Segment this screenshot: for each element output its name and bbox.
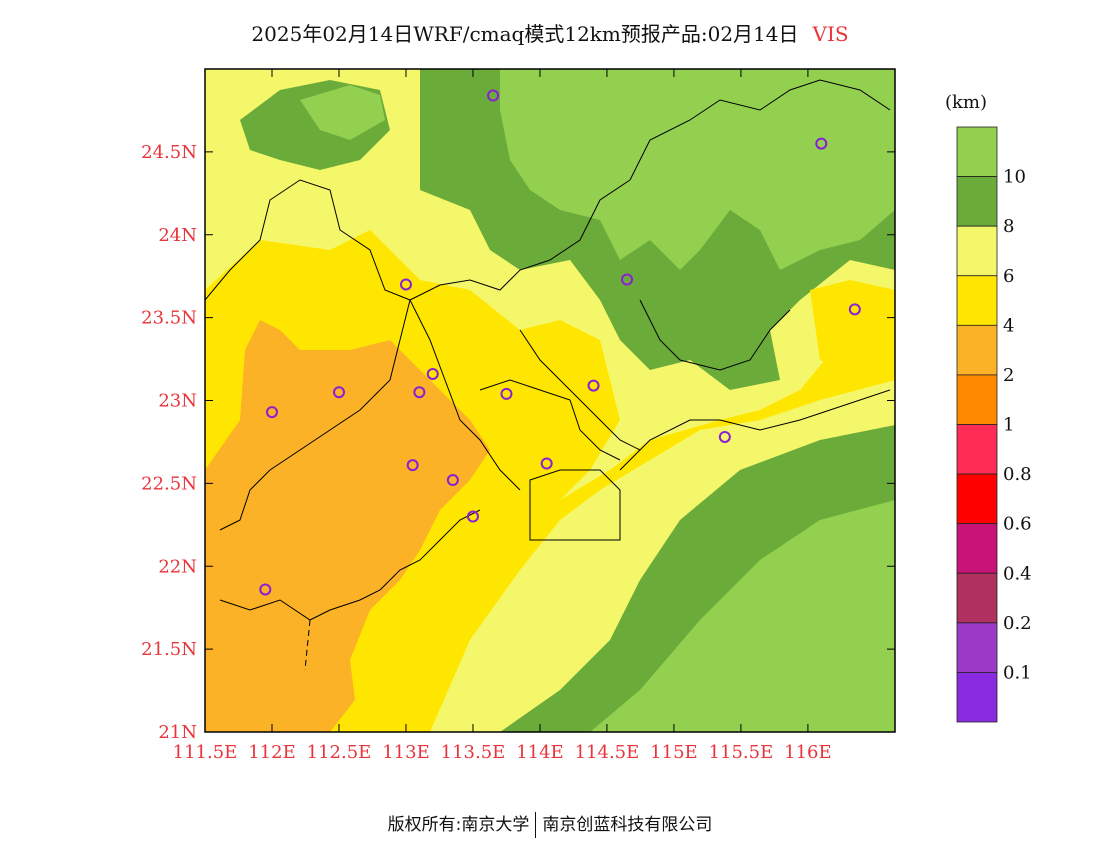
legend-level-label: 0.8 [1003,464,1032,485]
legend-swatch [956,572,998,624]
boundary-southwest [219,299,411,531]
legend-level-label: 2 [1003,365,1014,386]
boundary-west [205,179,411,301]
y-axis: 21N 21.5N 22N 22.5N 23N 23.5N 24N 24.5N [141,142,895,743]
boundary-island [304,619,311,671]
boundary-shenzhen [479,379,621,461]
x-tick-label: 113E [382,742,430,763]
x-tick-label: 111.5E [173,742,238,763]
legend-unit: (km) [945,92,987,113]
coastline-east [619,389,891,471]
x-tick-label: 115.5E [709,742,774,763]
x-tick-label: 114.5E [575,742,640,763]
vis-band-2-4-northeast [810,280,895,380]
legend-swatch [956,126,998,177]
station-marker [259,583,272,596]
legend-swatch [956,374,998,425]
x-tick-label: 116E [784,742,832,763]
boundary-north-central [409,179,631,301]
title-text: 2025年02月14日WRF/cmaq模式12km预报产品:02月14日 [251,22,799,46]
y-tick-label: 22N [158,556,197,577]
x-tick-label: 112E [248,742,296,763]
station-marker [446,474,459,487]
y-tick-label: 21N [158,722,197,743]
boundary-lines [205,79,891,671]
legend-level-label: 10 [1003,167,1026,188]
boundary-east [639,299,791,371]
boundary-north-east [629,79,891,181]
y-tick-label: 21.5N [141,639,197,660]
boundary-pearl-river [409,299,521,491]
station-marker [540,457,553,470]
coastline-west [219,509,481,621]
x-tick-label: 113.5E [441,742,506,763]
footer-copyright: 版权所有:南京大学 [387,815,530,835]
legend: (km) 10 8 6 4 2 1 0.8 0.6 0.4 0.2 0.1 [945,92,1032,723]
title-variable: VIS [812,22,849,46]
legend-level-label: 4 [1003,315,1014,336]
vis-band-2-4 [205,320,490,732]
x-tick-label: 115E [650,742,698,763]
vis-band-10-north [500,69,895,270]
station-markers [259,89,861,596]
station-marker [621,273,634,286]
visibility-field [205,69,895,732]
footer-separator [535,812,537,838]
legend-swatch [956,324,998,376]
legend-swatch [956,424,998,475]
x-tick-label: 114E [516,742,564,763]
footer-company: 南京创蓝科技有限公司 [542,815,713,835]
station-marker [815,137,828,150]
station-marker [426,367,439,380]
station-marker [718,430,731,443]
station-marker [413,386,426,399]
y-tick-label: 24N [158,225,197,246]
legend-swatch [956,275,998,326]
station-marker [466,510,479,523]
vis-band-10-south [590,500,895,732]
boundary-central [519,329,641,451]
station-marker [399,278,412,291]
footer: 版权所有:南京大学 南京创蓝科技有限公司 [0,810,1100,838]
y-tick-label: 22.5N [141,473,197,494]
station-marker [587,379,600,392]
legend-level-label: 8 [1003,216,1014,237]
x-tick-label: 112.5E [307,742,372,763]
x-axis: 111.5E 112E 112.5E 113E 113.5E 114E 114.5E 115E… [173,69,832,763]
legend-level-label: 6 [1003,266,1014,287]
y-tick-label: 24.5N [141,142,197,163]
legend-swatch [956,473,998,525]
legend-level-label: 0.6 [1003,514,1032,535]
legend-level-label: 1 [1003,415,1014,436]
y-tick-label: 23.5N [141,308,197,329]
station-marker [406,459,419,472]
legend-level-label: 0.2 [1003,613,1032,634]
legend-swatch [956,622,998,673]
station-marker [848,303,861,316]
station-marker [265,406,278,419]
y-tick-label: 23N [158,391,197,412]
station-marker [332,386,345,399]
legend-swatch [956,523,998,574]
chart-title: 2025年02月14日WRF/cmaq模式12km预报产品:02月14日 VIS [0,18,1100,47]
station-marker [487,89,500,102]
legend-level-label: 0.4 [1003,563,1032,584]
station-marker [500,387,513,400]
legend-swatch [956,225,998,277]
legend-swatch [956,672,998,723]
vis-band-10-northwest [300,85,385,140]
legend-level-label: 0.1 [1003,662,1032,683]
legend-swatch [956,176,998,227]
boundary-hongkong [529,469,621,541]
